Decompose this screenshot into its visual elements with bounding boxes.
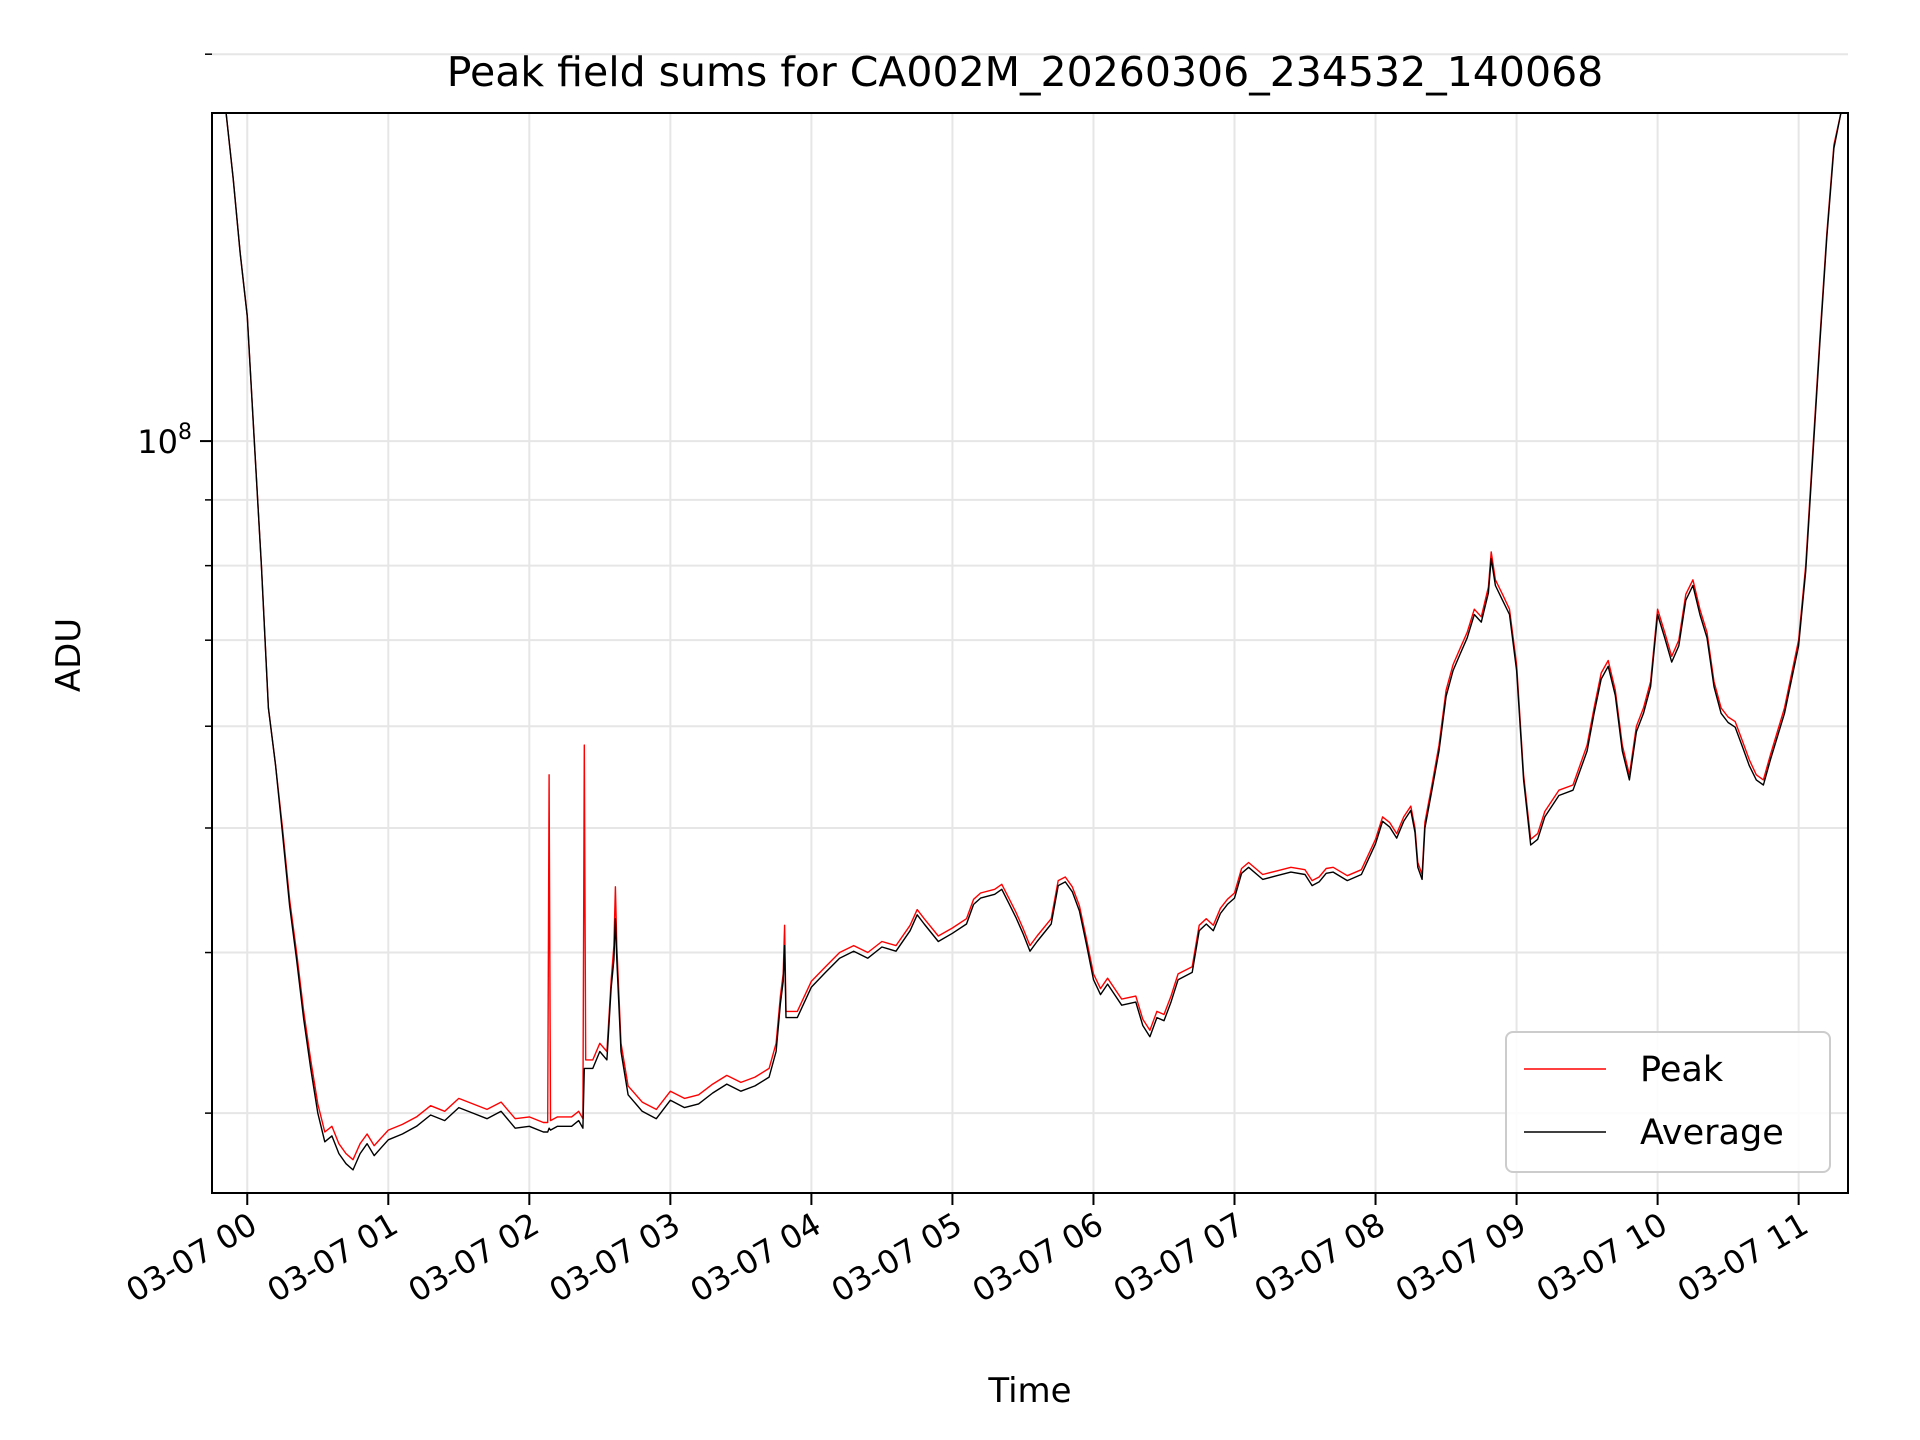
series-layer xyxy=(219,113,1848,1171)
legend-box xyxy=(1505,1031,1831,1173)
plot-frame xyxy=(211,112,1849,1194)
legend-label-peak: Peak xyxy=(1640,1050,1724,1090)
y-tick-label: 108 xyxy=(137,420,192,461)
legend-label-average: Average xyxy=(1640,1113,1784,1153)
chart-title: Peak field sums for CA002M_20260306_2345… xyxy=(447,48,1604,96)
grid xyxy=(212,53,1848,1193)
series-line-average xyxy=(219,113,1848,1171)
legend: Peak Average xyxy=(1505,1031,1831,1173)
x-axis-label: Time xyxy=(987,1371,1071,1411)
series-line-peak xyxy=(219,113,1848,1161)
y-axis: 108 xyxy=(137,53,212,1114)
y-axis-label: ADU xyxy=(49,618,89,692)
